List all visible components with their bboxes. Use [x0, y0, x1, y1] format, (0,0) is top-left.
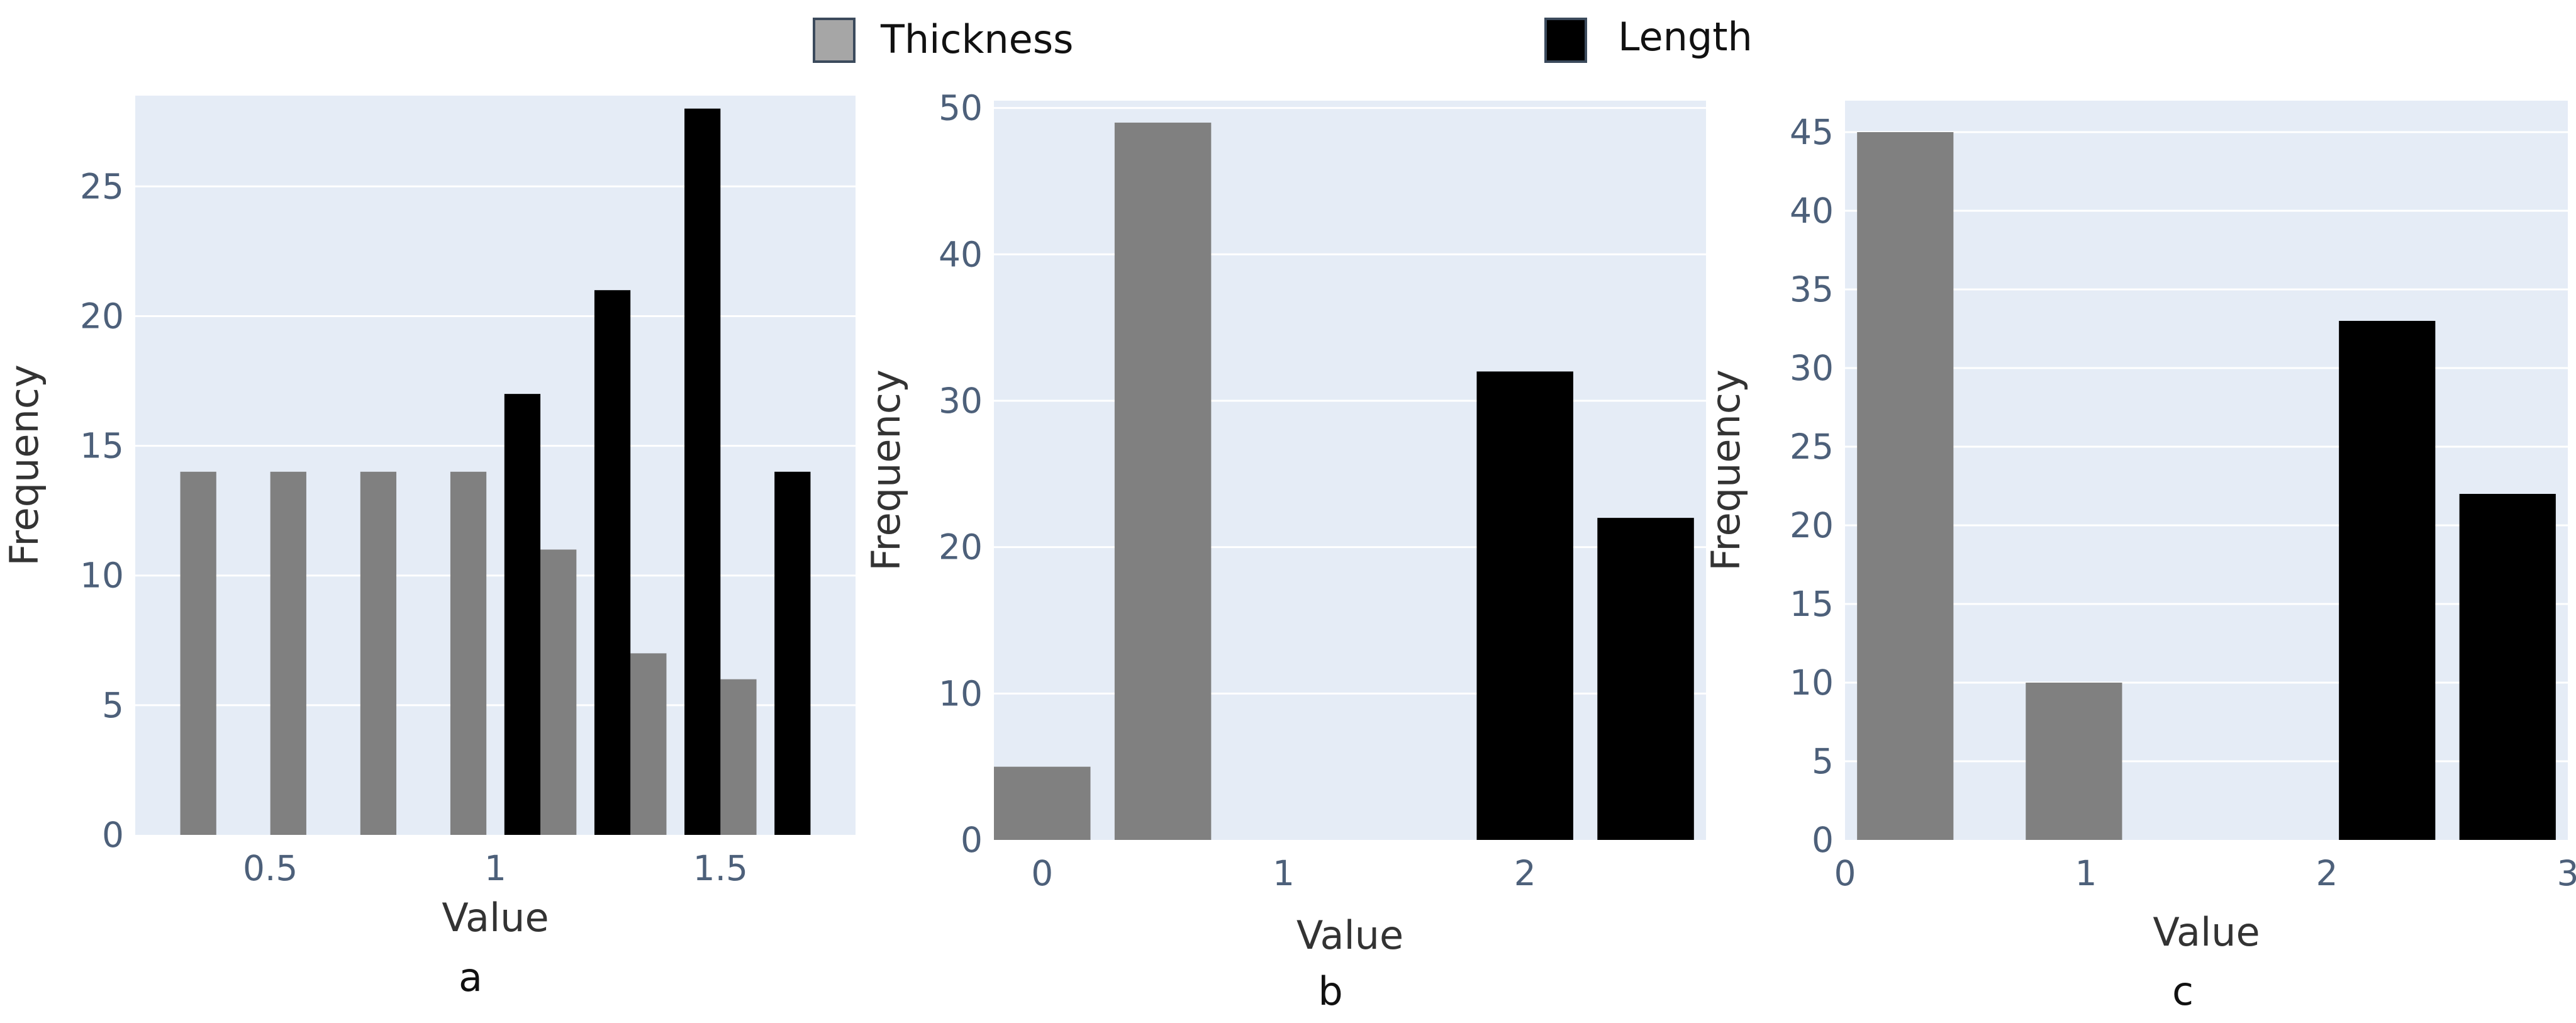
bar-thickness — [360, 471, 397, 835]
x-axis-title: Value — [1296, 912, 1403, 958]
y-tick-label: 25 — [1790, 427, 1834, 467]
x-axis-title: Value — [2153, 909, 2260, 955]
y-tick-label: 0 — [1812, 820, 1834, 860]
y-tick-label: 40 — [1790, 191, 1834, 231]
bar-length — [594, 290, 631, 835]
x-tick-label: 0 — [1834, 853, 1856, 893]
y-tick-label: 15 — [80, 426, 124, 466]
panel-label: c — [2172, 968, 2194, 1014]
legend-label-length: Length — [1618, 14, 1753, 60]
legend-label-thickness: Thickness — [880, 16, 1073, 62]
bar-thickness — [630, 653, 667, 835]
y-tick-label: 40 — [939, 234, 983, 274]
panel-label: b — [1318, 968, 1342, 1014]
y-tick-label: 20 — [939, 527, 983, 567]
y-axis-title: Frequency — [863, 369, 909, 571]
plot-area — [1845, 101, 2568, 840]
y-tick-label: 10 — [939, 673, 983, 713]
y-tick-label: 30 — [939, 381, 983, 421]
bar-thickness — [1114, 122, 1212, 840]
x-tick-label: 0.5 — [243, 848, 298, 888]
x-axis-title: Value — [442, 895, 549, 941]
bar-thickness — [270, 471, 306, 835]
x-tick-label: 1 — [2075, 853, 2097, 893]
y-tick-label: 45 — [1790, 112, 1834, 152]
bar-thickness — [450, 471, 487, 835]
y-axis-title: Frequency — [1703, 369, 1749, 571]
y-tick-label: 30 — [1790, 348, 1834, 388]
x-tick-label: 0 — [1031, 853, 1053, 893]
bar-length — [504, 394, 541, 835]
chart-panel-a: 0 5 10 15 20 25 0.5 1 1.5 Value Frequency a — [1, 96, 856, 1000]
y-tick-label: 25 — [80, 166, 124, 206]
bar-thickness — [1857, 132, 1954, 840]
y-tick-label: 5 — [1812, 741, 1834, 781]
x-tick-label: 1.5 — [693, 848, 748, 888]
legend-swatch-length — [1544, 18, 1587, 63]
y-axis-title: Frequency — [1, 364, 47, 566]
bar-thickness — [994, 766, 1091, 840]
x-tick-label: 1 — [1273, 853, 1295, 893]
bar-thickness — [540, 549, 577, 835]
plot-area — [994, 101, 1706, 840]
bar-length — [2339, 321, 2436, 840]
y-tick-label: 5 — [102, 685, 124, 725]
panel-label: a — [459, 954, 482, 1000]
bar-length — [1476, 371, 1573, 840]
bar-length — [2459, 494, 2556, 840]
bar-length — [774, 471, 811, 835]
y-tick-label: 15 — [1790, 584, 1834, 624]
y-tick-label: 0 — [961, 820, 983, 860]
y-tick-label: 20 — [1790, 505, 1834, 545]
bar-thickness — [180, 471, 216, 835]
y-tick-label: 20 — [80, 296, 124, 336]
x-tick-label: 2 — [2316, 853, 2338, 893]
y-tick-label: 50 — [939, 88, 983, 128]
legend: Thickness Length — [813, 14, 1753, 63]
chart-panel-b: 0 10 20 30 40 50 0 1 2 Value Frequency b — [863, 88, 1706, 1014]
y-tick-label: 35 — [1790, 269, 1834, 310]
x-tick-label: 3 — [2557, 853, 2576, 893]
x-tick-label: 2 — [1514, 853, 1536, 893]
legend-swatch-thickness — [813, 18, 856, 63]
y-tick-label: 0 — [102, 815, 124, 855]
bar-thickness — [720, 679, 757, 835]
x-tick-label: 1 — [484, 848, 506, 888]
y-tick-label: 10 — [80, 556, 124, 596]
y-tick-label: 10 — [1790, 662, 1834, 703]
bar-length — [684, 108, 721, 836]
bar-thickness — [2026, 683, 2122, 840]
bar-length — [1597, 518, 1694, 840]
chart-panel-c: 0 5 10 15 20 25 30 35 40 45 0 1 2 3 Value Frequency c — [1703, 101, 2576, 1014]
